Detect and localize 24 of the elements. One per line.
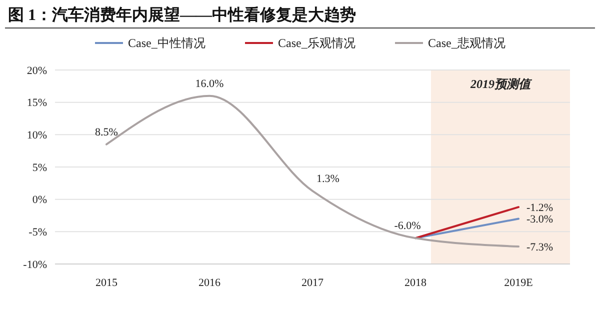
y-tick-label: -10%	[23, 258, 47, 271]
data-label: -6.0%	[394, 220, 421, 232]
band-label: 2019预测值	[469, 77, 532, 91]
y-tick-label: -5%	[28, 226, 47, 239]
y-tick-label: 20%	[26, 64, 47, 77]
y-tick-label: 10%	[26, 130, 47, 142]
x-tick-label: 2015	[96, 277, 118, 289]
x-tick-label: 2019E	[504, 277, 534, 289]
x-tick-label: 2017	[302, 277, 324, 289]
data-label: -3.0%	[526, 214, 554, 226]
data-label: -7.3%	[526, 242, 554, 254]
y-tick-label: 5%	[32, 162, 47, 174]
y-tick-label: 0%	[32, 194, 47, 206]
data-label: 16.0%	[195, 78, 224, 90]
x-tick-label: 2016	[198, 277, 221, 289]
legend-label: Case_悲观情况	[428, 36, 506, 50]
x-tick-label: 2018	[404, 277, 427, 289]
chart-title: 图 1：汽车消费年内展望——中性看修复是大趋势	[8, 6, 356, 24]
legend-label: Case_中性情况	[128, 36, 206, 50]
data-label: 1.3%	[316, 172, 340, 185]
data-label: -1.2%	[526, 202, 554, 214]
legend-label: Case_乐观情况	[278, 36, 356, 50]
y-tick-label: 15%	[26, 97, 47, 110]
data-label: 8.5%	[95, 126, 118, 138]
